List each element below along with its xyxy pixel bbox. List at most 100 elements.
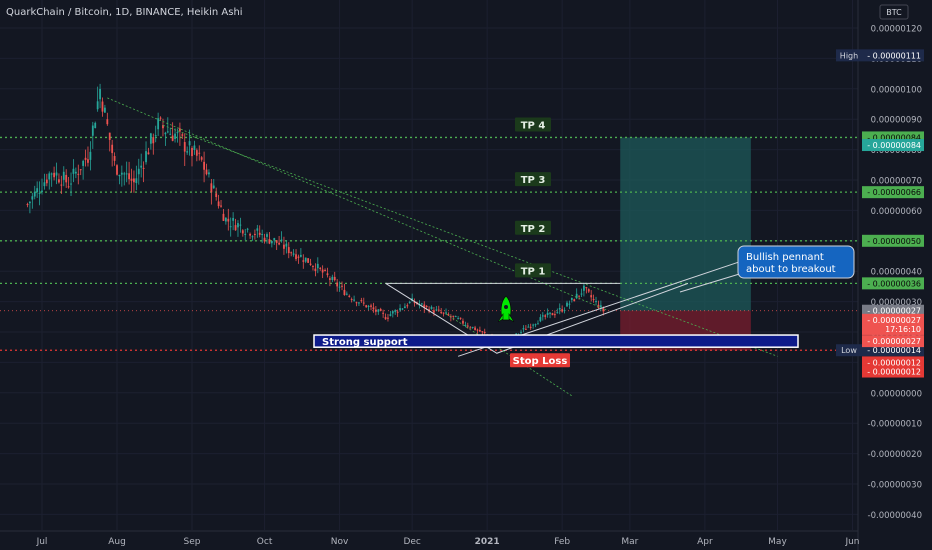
candle-body <box>590 295 593 298</box>
candle <box>287 242 290 259</box>
candle <box>379 307 382 312</box>
candle-body <box>45 179 48 184</box>
candle <box>469 326 472 329</box>
x-tick-label: Nov <box>331 537 349 547</box>
candle <box>130 168 133 193</box>
candle <box>437 305 440 312</box>
candle <box>166 117 169 134</box>
candle <box>26 202 29 208</box>
axis-price-tag: - 0.00000050 <box>862 234 924 247</box>
candle <box>191 146 193 167</box>
candle-body <box>70 183 72 185</box>
candle-body <box>474 327 476 330</box>
candle-body <box>309 263 312 265</box>
candle-body <box>152 137 155 144</box>
candle-body <box>541 315 544 317</box>
candle <box>587 288 590 293</box>
price-axis[interactable]: 0.000001200.000001100.000001000.00000090… <box>836 0 924 550</box>
y-tick-label: -0.00000010 <box>868 420 922 430</box>
candle <box>145 141 147 165</box>
y-tick-label: 0.00000040 <box>871 268 922 278</box>
candle <box>237 220 239 237</box>
candle <box>215 187 218 201</box>
candle <box>539 314 542 323</box>
svg-text:- 0.00000111: - 0.00000111 <box>867 51 921 60</box>
axis-price-tag: - 0.00000012 <box>862 365 924 378</box>
svg-text:Low: Low <box>841 346 857 355</box>
candle <box>563 307 566 314</box>
stop-loss-text: Stop Loss <box>513 356 568 367</box>
candle <box>599 300 602 312</box>
candle <box>116 164 118 176</box>
candle-body <box>171 135 174 141</box>
time-axis[interactable]: Jul Aug Sep Oct Nov Dec 2021 Feb Mar Apr May Jun <box>0 530 860 547</box>
candle <box>135 165 138 191</box>
candle-body <box>387 317 389 319</box>
candle <box>258 225 261 238</box>
candle-body <box>142 167 145 169</box>
candle-body <box>435 309 438 311</box>
candle-body <box>447 314 450 316</box>
candle <box>544 314 547 320</box>
candle <box>89 141 92 171</box>
currency-badge[interactable]: BTC <box>879 4 909 20</box>
candle <box>246 227 249 233</box>
target-zone <box>620 137 751 311</box>
candle-body <box>135 178 138 184</box>
candle-body <box>118 174 121 177</box>
candle <box>459 317 462 320</box>
candle <box>220 200 222 208</box>
candle-body <box>333 276 336 281</box>
candle <box>96 86 99 112</box>
candle-body <box>208 172 210 175</box>
candle <box>120 165 123 187</box>
candle <box>384 313 387 320</box>
tp-label-text: TP 2 <box>521 224 546 235</box>
candle-body <box>302 260 305 262</box>
candle-body <box>348 295 351 297</box>
candle <box>186 146 189 155</box>
y-tick-label: 0.00000000 <box>871 389 922 399</box>
x-tick-label: Sep <box>184 537 201 547</box>
candle <box>551 312 554 316</box>
candle-body <box>67 186 70 188</box>
candle <box>205 163 208 176</box>
candle-body <box>423 304 426 308</box>
candle-body <box>452 315 455 317</box>
candle-body <box>200 157 203 160</box>
candle-body <box>198 152 201 154</box>
candle-body <box>50 173 53 175</box>
candle-body <box>341 285 343 287</box>
stop-loss-label: Stop Loss <box>510 353 570 368</box>
x-tick-label: Jun <box>844 537 859 547</box>
candle <box>87 146 89 167</box>
candle <box>481 331 484 335</box>
candle-body <box>382 312 385 314</box>
candle-body <box>563 310 566 312</box>
candle <box>314 263 317 277</box>
candle-body <box>195 150 198 156</box>
candle <box>365 304 368 308</box>
candle-body <box>249 233 251 236</box>
candle-body <box>270 240 273 244</box>
candle <box>297 254 300 264</box>
candle-body <box>575 293 578 299</box>
candle-body <box>222 213 225 221</box>
candle <box>406 303 409 309</box>
callout-line-1: Bullish pennant <box>746 252 824 263</box>
candle <box>532 323 535 329</box>
candle <box>580 288 583 298</box>
candle <box>355 301 358 307</box>
candle <box>60 175 63 194</box>
currency-label: BTC <box>886 8 902 17</box>
candle <box>433 307 435 317</box>
candle <box>234 218 237 231</box>
candle-body <box>520 331 522 333</box>
candle <box>224 216 227 225</box>
candle-body <box>101 101 104 112</box>
candle-body <box>166 131 169 133</box>
candle-body <box>186 151 189 153</box>
candle-body <box>89 151 92 160</box>
candle <box>278 235 280 246</box>
